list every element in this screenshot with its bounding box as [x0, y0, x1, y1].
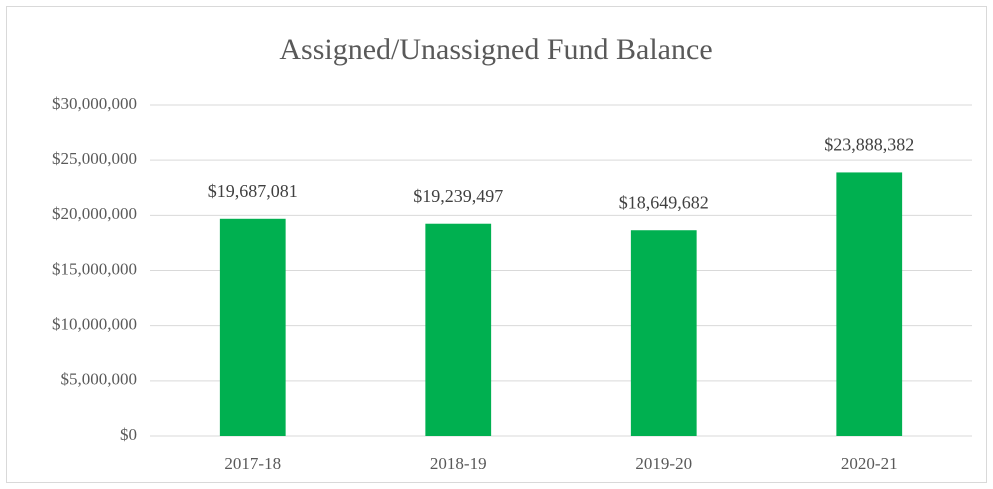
- y-tick-label: $10,000,000: [52, 315, 137, 334]
- data-label: $18,649,682: [619, 192, 709, 212]
- x-tick-label: 2018-19: [430, 454, 487, 473]
- y-tick-label: $15,000,000: [52, 259, 137, 278]
- y-tick-label: $0: [120, 425, 137, 444]
- bar: [219, 218, 286, 436]
- y-tick-label: $20,000,000: [52, 204, 137, 223]
- chart-title: Assigned/Unassigned Fund Balance: [279, 33, 712, 66]
- bar: [630, 230, 697, 436]
- data-label: $19,687,081: [208, 181, 298, 201]
- y-tick-label: $5,000,000: [61, 370, 138, 389]
- bar: [836, 172, 903, 436]
- chart-border: [6, 6, 987, 483]
- y-tick-label: $30,000,000: [52, 94, 137, 113]
- x-tick-label: 2019-20: [635, 454, 692, 473]
- data-label: $23,888,382: [824, 135, 914, 155]
- x-tick-label: 2020-21: [841, 454, 898, 473]
- data-label: $19,239,497: [413, 186, 503, 206]
- bar: [425, 223, 492, 436]
- x-tick-label: 2017-18: [224, 454, 281, 473]
- y-tick-label: $25,000,000: [52, 149, 137, 168]
